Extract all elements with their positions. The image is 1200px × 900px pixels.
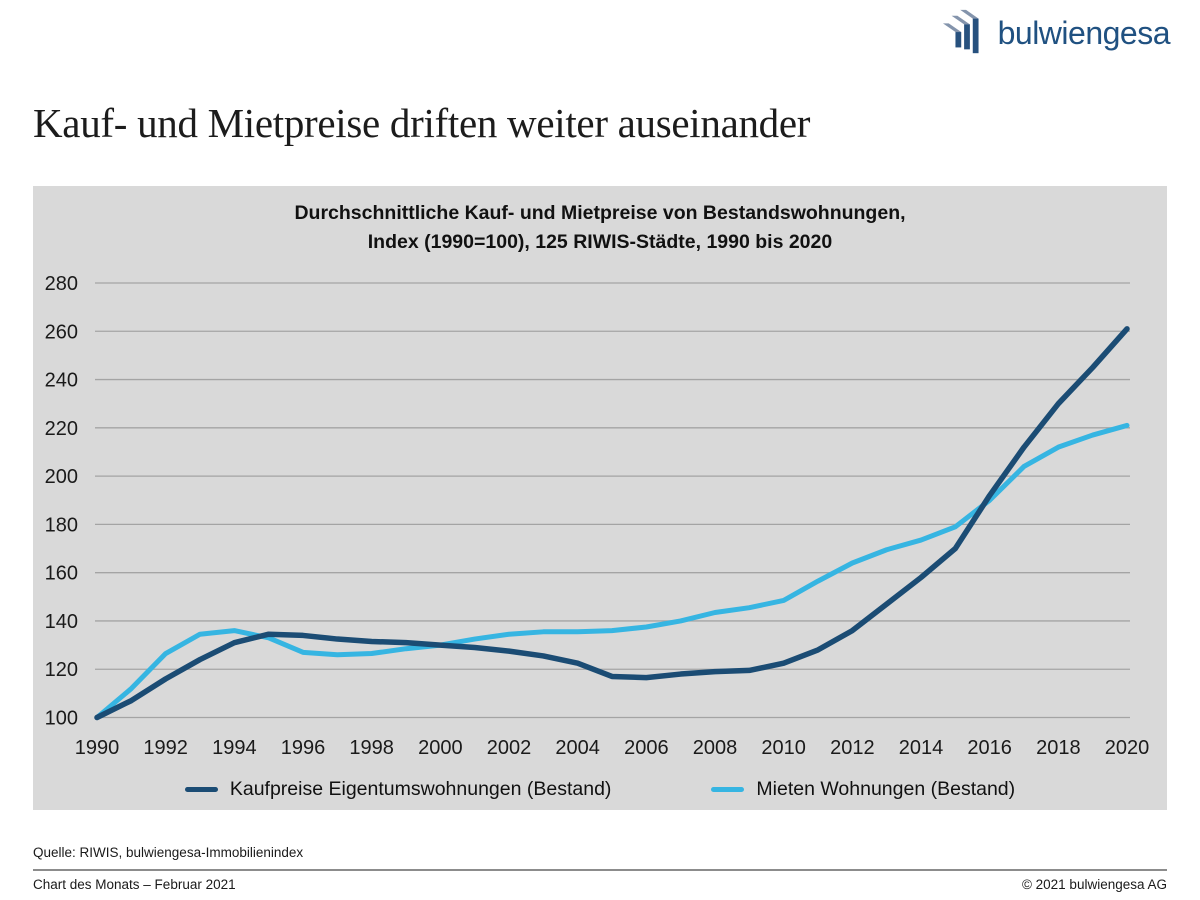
- x-axis-tick-labels: 1990 1992 1994 1996 1998 2000 2002 2004 2006 2008…: [75, 737, 1150, 759]
- x-tick-label: 2014: [899, 737, 944, 759]
- logo-wordmark: bulwiengesa: [997, 15, 1171, 51]
- y-tick-label: 240: [45, 370, 78, 392]
- source-note: Quelle: RIWIS, bulwiengesa-Immobilienind…: [33, 845, 304, 860]
- y-tick-label: 100: [45, 708, 78, 730]
- x-tick-label: 2008: [693, 737, 738, 759]
- y-tick-label: 220: [45, 418, 78, 440]
- y-tick-label: 280: [45, 273, 78, 295]
- legend-swatch-mieten: [711, 787, 745, 792]
- legend-item-kaufpreise: Kaufpreise Eigentumswohnungen (Bestand): [184, 778, 612, 801]
- series-line-kaufpreise: [94, 326, 1130, 721]
- y-tick-label: 160: [45, 563, 78, 585]
- legend-item-mieten: Mieten Wohnungen (Bestand): [711, 778, 1015, 801]
- series-line-mieten: [94, 422, 1130, 720]
- x-tick-label: 1998: [349, 737, 394, 759]
- y-tick-label: 120: [45, 659, 78, 681]
- footer-right: © 2021 bulwiengesa AG: [1021, 877, 1167, 892]
- footer-row: Chart des Monats – Februar 2021 © 2021 b…: [33, 877, 1167, 892]
- x-tick-label: 1994: [212, 737, 256, 759]
- chart-panel: Durchschnittliche Kauf- und Mietpreise v…: [33, 186, 1167, 810]
- chart-title: Durchschnittliche Kauf- und Mietpreise v…: [33, 199, 1167, 258]
- legend-label-kaufpreise: Kaufpreise Eigentumswohnungen (Bestand): [229, 778, 612, 800]
- x-tick-label: 2010: [761, 737, 806, 759]
- x-tick-label: 2004: [555, 737, 600, 759]
- footer-divider: [33, 869, 1167, 871]
- legend-label-mieten: Mieten Wohnungen (Bestand): [756, 778, 1016, 800]
- x-tick-label: 1992: [143, 737, 188, 759]
- chart-title-line1: Durchschnittliche Kauf- und Mietpreise v…: [294, 202, 906, 224]
- gridlines: [95, 282, 1130, 719]
- x-tick-label: 2000: [418, 737, 463, 759]
- page-title: Kauf- und Mietpreise driften weiter ause…: [33, 100, 811, 147]
- x-tick-label: 2016: [967, 737, 1012, 759]
- y-tick-label: 260: [45, 321, 78, 343]
- x-tick-label: 2020: [1105, 737, 1150, 759]
- bulwiengesa-logo-icon: [942, 9, 979, 54]
- y-tick-label: 200: [45, 466, 78, 488]
- legend-swatch-kaufpreise: [184, 787, 218, 792]
- x-tick-label: 1996: [281, 737, 326, 759]
- x-tick-label: 2002: [487, 737, 532, 759]
- x-tick-label: 2012: [830, 737, 875, 759]
- x-tick-label: 2018: [1036, 737, 1081, 759]
- footer-left: Chart des Monats – Februar 2021: [33, 877, 236, 892]
- x-tick-label: 1990: [75, 737, 120, 759]
- y-tick-label: 180: [45, 514, 78, 536]
- y-axis-tick-labels: 100 120 140 160 180 200 220 240 260 280: [45, 273, 78, 730]
- chart-legend: Kaufpreise Eigentumswohnungen (Bestand) …: [33, 778, 1167, 801]
- bulwiengesa-logo: bulwiengesa: [942, 8, 1171, 58]
- y-tick-label: 140: [45, 611, 78, 633]
- chart-title-line2: Index (1990=100), 125 RIWIS-Städte, 1990…: [367, 231, 833, 254]
- x-tick-label: 2006: [624, 737, 669, 759]
